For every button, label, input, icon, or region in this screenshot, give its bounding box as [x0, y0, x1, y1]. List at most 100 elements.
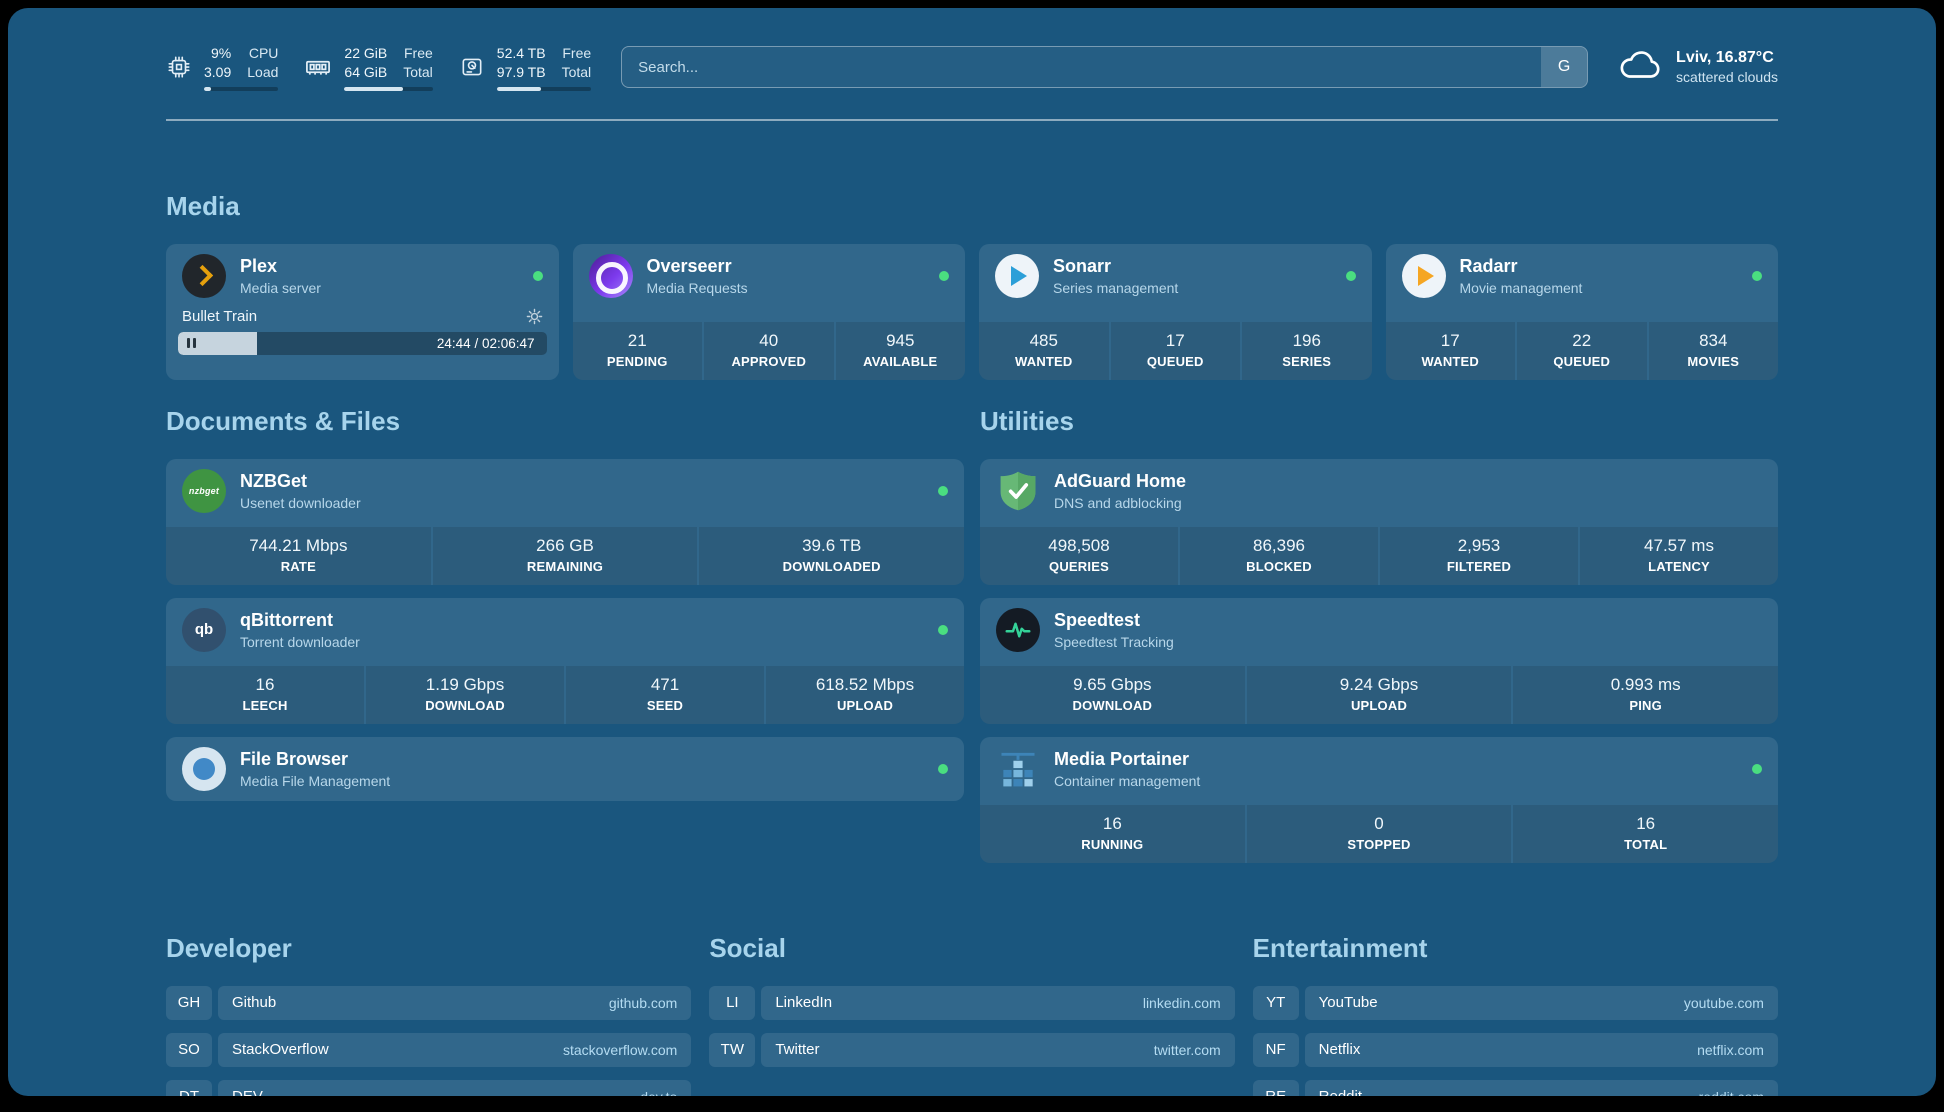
stats-row: 485 WANTED 17 QUEUED 196 SERIES: [979, 321, 1372, 380]
stat-label: UPLOAD: [836, 697, 894, 713]
status-dot-online: [1752, 763, 1762, 774]
service-subtitle: Torrent downloader: [240, 633, 360, 650]
stat-item: 485 WANTED: [979, 321, 1109, 380]
now-playing-title: Bullet Train: [182, 307, 258, 325]
stat-value: 9.65 Gbps: [1073, 674, 1152, 694]
service-card-overseerr[interactable]: Overseerr Media Requests 21 PENDING 40 A…: [572, 243, 965, 380]
bookmark-abbr: SO: [166, 1032, 212, 1067]
card-header: Media Portainer Container management: [980, 737, 1778, 801]
bookmark-netflix[interactable]: NF Netflix netflix.com: [1252, 1032, 1778, 1067]
service-meta: Overseerr Media Requests: [647, 256, 748, 296]
cpu-widget: 9% 3.09 CPU Load: [166, 44, 279, 91]
pause-icon[interactable]: [187, 338, 196, 349]
total-label: Total: [561, 63, 592, 80]
service-card-nzbget[interactable]: nzbget NZBGet Usenet downloader 744.21 M…: [166, 458, 964, 585]
adguard-shield-icon: [996, 469, 1040, 513]
bookmark-dev[interactable]: DT DEV dev.to: [166, 1079, 692, 1096]
bookmark-twitter[interactable]: TW Twitter twitter.com: [709, 1032, 1235, 1067]
service-meta: Radarr Movie management: [1460, 256, 1583, 296]
service-name: Radarr: [1459, 255, 1518, 276]
service-card-sonarr[interactable]: Sonarr Series management 485 WANTED 17 Q…: [979, 243, 1372, 380]
stat-item: 266 GB REMAINING: [432, 526, 698, 585]
bookmark-linkedin[interactable]: LI LinkedIn linkedin.com: [709, 985, 1235, 1020]
service-card-qbittorrent[interactable]: qb qBittorrent Torrent downloader 16 LEE…: [166, 597, 964, 724]
stat-value: 471: [650, 674, 680, 694]
card-header: Sonarr Series management: [979, 244, 1372, 308]
bookmark-name: StackOverflow: [232, 1041, 329, 1059]
search-input[interactable]: [622, 47, 1542, 88]
qbittorrent-icon: qb: [182, 607, 226, 652]
stat-label: DOWNLOAD: [1072, 697, 1153, 713]
stat-label: SEED: [646, 697, 684, 713]
stats-row: 744.21 Mbps RATE 266 GB REMAINING 39.6 T…: [166, 526, 964, 585]
service-meta: AdGuard Home DNS and adblocking: [1054, 471, 1186, 511]
stat-value: 9.24 Gbps: [1339, 674, 1419, 694]
service-card-portainer[interactable]: Media Portainer Container management 16 …: [980, 736, 1778, 863]
service-card-speedtest[interactable]: Speedtest Speedtest Tracking 9.65 Gbps D…: [980, 597, 1778, 724]
gear-icon[interactable]: [526, 308, 543, 325]
section-title-media: Media: [166, 190, 240, 221]
pause-bar: [187, 338, 190, 349]
stat-label: UPLOAD: [1350, 697, 1408, 713]
stat-item: 16 LEECH: [166, 665, 364, 724]
bookmark-abbr: TW: [709, 1032, 756, 1067]
search-provider-button[interactable]: G: [1541, 47, 1588, 88]
service-subtitle: DNS and adblocking: [1054, 494, 1182, 511]
cpu-readout: 9% 3.09 CPU Load: [204, 44, 279, 91]
bookmark-stackoverflow[interactable]: SO StackOverflow stackoverflow.com: [166, 1032, 692, 1067]
service-card-plex[interactable]: Plex Media server Bullet Train: [166, 243, 559, 380]
stat-value: 618.52 Mbps: [815, 674, 915, 694]
service-card-radarr[interactable]: Radarr Movie management 17 WANTED 22 QUE…: [1385, 243, 1778, 380]
service-name: File Browser: [240, 748, 349, 769]
section-title-documents: Documents & Files: [166, 405, 401, 436]
section-title-social: Social: [709, 932, 786, 963]
overseerr-icon: [588, 253, 633, 298]
status-dot-online: [938, 485, 948, 496]
cloud-icon: [1618, 48, 1664, 87]
service-subtitle: Container management: [1054, 772, 1201, 789]
stat-item: 945 AVAILABLE: [835, 321, 965, 380]
stats-row: 17 WANTED 22 QUEUED 834 MOVIES: [1385, 321, 1778, 380]
stat-value: 485: [1029, 330, 1058, 350]
bookmark-group-social: Social LI LinkedIn linkedin.com TW Twitt…: [709, 932, 1235, 1096]
stat-label: TOTAL: [1624, 836, 1668, 852]
service-meta: Speedtest Speedtest Tracking: [1054, 610, 1174, 650]
system-stats: 9% 3.09 CPU Load: [166, 44, 592, 91]
stat-value: 21: [627, 330, 647, 350]
storage-usage-bar: [496, 86, 592, 91]
bookmark-name: YouTube: [1318, 994, 1378, 1012]
bookmark-github[interactable]: GH Github github.com: [166, 985, 692, 1020]
bookmark-body: Github github.com: [218, 985, 692, 1020]
weather-widget[interactable]: Lviv, 16.87°C scattered clouds: [1618, 48, 1778, 87]
service-name: Overseerr: [646, 255, 732, 276]
bookmark-name: Reddit: [1319, 1088, 1362, 1096]
stat-item: 498,508 QUERIES: [980, 526, 1178, 585]
bookmark-abbr: RE: [1252, 1079, 1299, 1096]
bookmarks-grid: Developer GH Github github.com SO StackO…: [166, 933, 1778, 1096]
playback-progress-bar[interactable]: 24:44 / 02:06:47: [178, 331, 547, 355]
bookmark-name: Netflix: [1318, 1041, 1361, 1059]
cpu-loadavg: 3.09: [204, 63, 232, 80]
bookmark-group-developer: Developer GH Github github.com SO StackO…: [166, 933, 692, 1096]
service-card-adguard[interactable]: AdGuard Home DNS and adblocking 498,508 …: [980, 458, 1778, 585]
stat-item: 39.6 TB DOWNLOADED: [699, 526, 964, 585]
service-meta: File Browser Media File Management: [240, 749, 390, 789]
service-meta: NZBGet Usenet downloader: [240, 471, 361, 511]
service-card-filebrowser[interactable]: File Browser Media File Management: [166, 736, 964, 801]
stat-label: REMAINING: [526, 558, 604, 574]
cpu-usage-fill: [204, 86, 211, 91]
stat-value: 39.6 TB: [802, 535, 862, 555]
bookmark-name: DEV: [232, 1088, 263, 1096]
stat-item: 1.19 Gbps DOWNLOAD: [366, 665, 564, 724]
bookmark-youtube[interactable]: YT YouTube youtube.com: [1252, 985, 1778, 1020]
bookmark-reddit[interactable]: RE Reddit reddit.com: [1252, 1079, 1778, 1096]
stat-item: 17 QUEUED: [1110, 321, 1240, 380]
status-dot-online: [1752, 270, 1762, 281]
service-subtitle: Media File Management: [240, 772, 391, 789]
stat-item: 2,953 FILTERED: [1380, 526, 1578, 585]
stats-row: 498,508 QUERIES 86,396 BLOCKED 2,953 FIL…: [980, 526, 1778, 585]
card-header: Speedtest Speedtest Tracking: [980, 598, 1778, 662]
bookmark-abbr: GH: [166, 985, 212, 1020]
stats-row: 16 LEECH 1.19 Gbps DOWNLOAD 471 SEED 6: [166, 665, 964, 724]
bookmark-body: StackOverflow stackoverflow.com: [218, 1032, 692, 1067]
